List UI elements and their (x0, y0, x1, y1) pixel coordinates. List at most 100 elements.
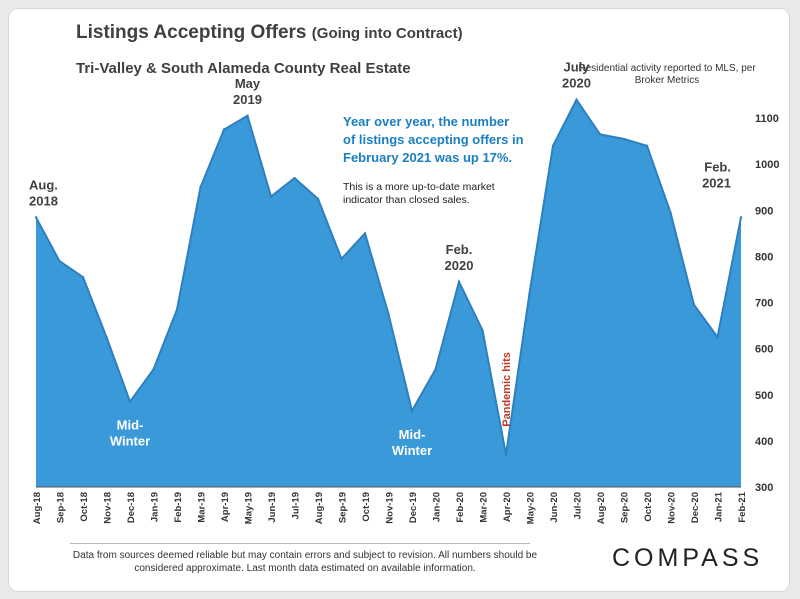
data-point-Oct-18 (81, 276, 85, 279)
y-tick-label: 800 (755, 251, 773, 263)
y-tick-label: 1100 (755, 113, 779, 125)
data-point-Sep-18 (58, 259, 61, 263)
chart-title: Listings Accepting Offers (Going into Co… (76, 22, 463, 44)
annotation-label: July (563, 60, 590, 75)
data-point-Dec-18 (128, 400, 132, 403)
y-tick-label: 700 (755, 298, 773, 310)
x-tick-label: Nov-19 (385, 492, 396, 524)
x-tick-label: Sep-20 (620, 492, 631, 523)
data-point-Feb-19 (175, 308, 179, 311)
annotation-label: Winter (392, 443, 432, 458)
annotation-label: Feb. (704, 159, 731, 174)
x-tick-label: Apr-19 (220, 492, 231, 522)
x-tick-label: Jan-20 (432, 492, 443, 522)
data-point-Aug-18 (34, 216, 38, 219)
data-point-Jul-20 (575, 98, 578, 101)
annotation-label: Mid- (117, 418, 144, 433)
annotation-label: Aug. (29, 177, 58, 192)
pandemic-label: Pandemic hits (501, 352, 513, 427)
x-tick-label: Aug-20 (596, 492, 607, 524)
callout-headline: February 2021 was up 17%. (343, 150, 512, 165)
x-tick-label: Dec-19 (408, 492, 419, 523)
x-tick-label: May-19 (244, 492, 255, 524)
callout-body: This is a more up-to-date market (343, 181, 495, 193)
annotation-label: 2021 (702, 175, 731, 190)
y-tick-label: 400 (755, 436, 773, 448)
x-tick-label: Jun-19 (267, 492, 278, 523)
footer-disclaimer: Data from sources deemed reliable but ma… (72, 550, 538, 574)
data-point-Jun-20 (551, 144, 555, 147)
annotation-label: May (235, 76, 261, 91)
data-point-Jan-20 (434, 368, 437, 371)
x-tick-label: Oct-20 (643, 492, 654, 522)
x-tick-label: Apr-20 (502, 492, 513, 522)
data-point-Feb-20 (457, 280, 461, 283)
data-point-Aug-20 (598, 133, 602, 136)
x-tick-label: Sep-19 (338, 492, 349, 523)
data-point-Jun-19 (269, 195, 273, 198)
data-point-Aug-19 (316, 197, 320, 200)
y-tick-label: 500 (755, 390, 773, 402)
x-tick-label: Mar-20 (479, 492, 490, 523)
data-point-Sep-20 (622, 137, 625, 141)
annotation-label: 2020 (445, 258, 474, 273)
data-point-Nov-20 (669, 211, 672, 214)
chart-title-main: Listings Accepting Offers (76, 22, 307, 43)
y-tick-label: 900 (755, 205, 773, 217)
data-point-Oct-20 (645, 144, 649, 147)
x-tick-label: Feb-21 (737, 491, 748, 522)
y-tick-label: 300 (755, 482, 773, 494)
data-point-Apr-20 (504, 453, 508, 456)
y-tick-label: 1000 (755, 159, 779, 171)
chart-title-suffix: (Going into Contract) (311, 25, 463, 42)
compass-logo: COMPASS (612, 544, 764, 572)
source-note: Residential activity reported to MLS, pe… (578, 63, 756, 86)
x-tick-label: Aug-18 (32, 492, 43, 524)
x-tick-label: Sep-18 (56, 492, 67, 523)
annotation-label: Mid- (399, 427, 426, 442)
data-point-Dec-19 (410, 409, 414, 413)
x-tick-label: Feb-19 (173, 492, 184, 523)
data-point-May-19 (246, 114, 249, 118)
x-tick-label: Jan-19 (150, 492, 161, 522)
data-point-Dec-20 (692, 303, 696, 307)
data-point-Jan-21 (716, 335, 719, 339)
data-point-May-20 (528, 292, 531, 295)
callout-headline: of listings accepting offers in (343, 132, 524, 147)
data-point-Feb-21 (739, 216, 743, 219)
x-tick-label: Mar-19 (197, 492, 208, 523)
annotation-label: Winter (110, 434, 150, 449)
data-point-Oct-19 (363, 232, 367, 235)
data-point-Sep-19 (340, 257, 343, 260)
y-tick-label: 600 (755, 344, 773, 356)
footer-divider (70, 543, 530, 544)
x-tick-label: Aug-19 (314, 492, 325, 524)
x-tick-label: May-20 (526, 492, 537, 524)
callout-body: indicator than closed sales. (343, 194, 470, 206)
annotation-label: 2019 (233, 92, 262, 107)
data-point-Jul-19 (293, 176, 296, 180)
x-tick-label: Jun-20 (549, 492, 560, 523)
x-tick-label: Nov-20 (667, 492, 678, 524)
data-point-Nov-19 (387, 312, 390, 316)
x-tick-label: Nov-18 (103, 492, 114, 524)
x-tick-label: Jul-19 (291, 492, 302, 519)
data-point-Mar-20 (481, 329, 484, 332)
x-tick-label: Jul-20 (573, 492, 584, 519)
x-tick-label: Feb-20 (455, 492, 466, 523)
x-tick-label: Oct-19 (361, 492, 372, 522)
x-tick-label: Dec-18 (126, 492, 137, 523)
annotation-label: 2018 (29, 193, 58, 208)
x-tick-label: Oct-18 (79, 492, 90, 522)
x-tick-label: Jan-21 (714, 491, 725, 522)
data-point-Mar-19 (199, 186, 202, 189)
callout-headline: Year over year, the number (343, 114, 509, 129)
data-point-Jan-19 (152, 368, 155, 371)
annotation-label: 2020 (562, 76, 591, 91)
annotation-label: Feb. (446, 242, 473, 257)
chart-subtitle: Tri-Valley & South Alameda County Real E… (76, 60, 411, 77)
area-series (36, 99, 741, 487)
x-tick-label: Dec-20 (690, 492, 701, 523)
data-point-Apr-19 (222, 128, 226, 131)
